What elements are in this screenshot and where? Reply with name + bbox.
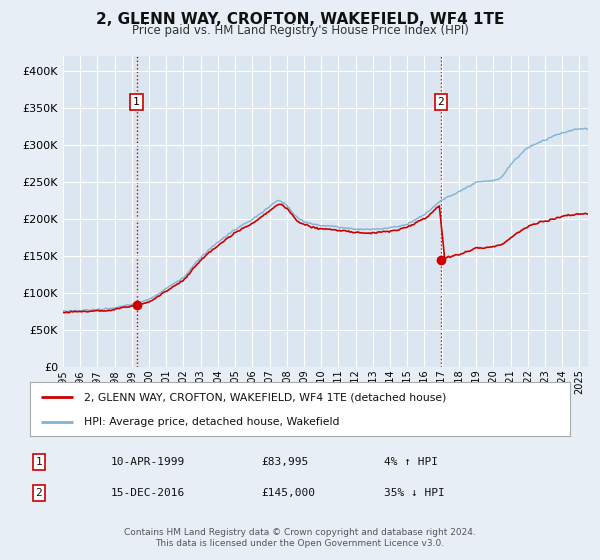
Text: HPI: Average price, detached house, Wakefield: HPI: Average price, detached house, Wake… xyxy=(84,417,340,427)
Text: 10-APR-1999: 10-APR-1999 xyxy=(111,457,185,467)
Text: £83,995: £83,995 xyxy=(261,457,308,467)
Text: 35% ↓ HPI: 35% ↓ HPI xyxy=(384,488,445,498)
Text: 4% ↑ HPI: 4% ↑ HPI xyxy=(384,457,438,467)
Text: 2, GLENN WAY, CROFTON, WAKEFIELD, WF4 1TE: 2, GLENN WAY, CROFTON, WAKEFIELD, WF4 1T… xyxy=(96,12,504,27)
Text: Contains HM Land Registry data © Crown copyright and database right 2024.
This d: Contains HM Land Registry data © Crown c… xyxy=(124,528,476,548)
Text: £145,000: £145,000 xyxy=(261,488,315,498)
Text: Price paid vs. HM Land Registry's House Price Index (HPI): Price paid vs. HM Land Registry's House … xyxy=(131,24,469,36)
Text: 2, GLENN WAY, CROFTON, WAKEFIELD, WF4 1TE (detached house): 2, GLENN WAY, CROFTON, WAKEFIELD, WF4 1T… xyxy=(84,393,446,403)
Text: 1: 1 xyxy=(133,97,140,107)
Text: 1: 1 xyxy=(35,457,43,467)
Text: 15-DEC-2016: 15-DEC-2016 xyxy=(111,488,185,498)
Text: 2: 2 xyxy=(35,488,43,498)
Text: 2: 2 xyxy=(437,97,445,107)
